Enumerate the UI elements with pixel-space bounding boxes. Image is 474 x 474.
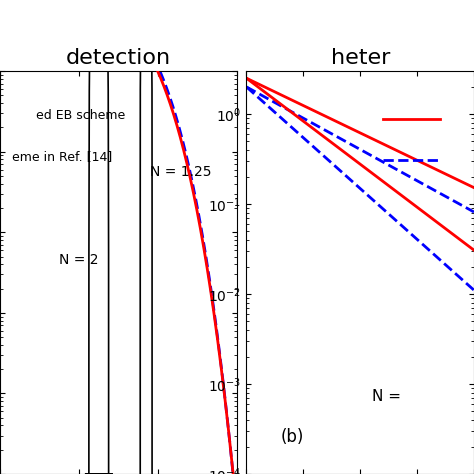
Text: N = 2: N = 2 (59, 253, 99, 267)
Text: N = 1.25: N = 1.25 (150, 165, 211, 179)
Text: ed EB scheme: ed EB scheme (36, 109, 125, 122)
Title: heter: heter (330, 48, 390, 68)
Text: N =: N = (372, 390, 401, 404)
Title: detection: detection (66, 48, 171, 68)
Text: (b): (b) (281, 428, 304, 446)
Text: eme in Ref. [14]: eme in Ref. [14] (12, 150, 112, 163)
